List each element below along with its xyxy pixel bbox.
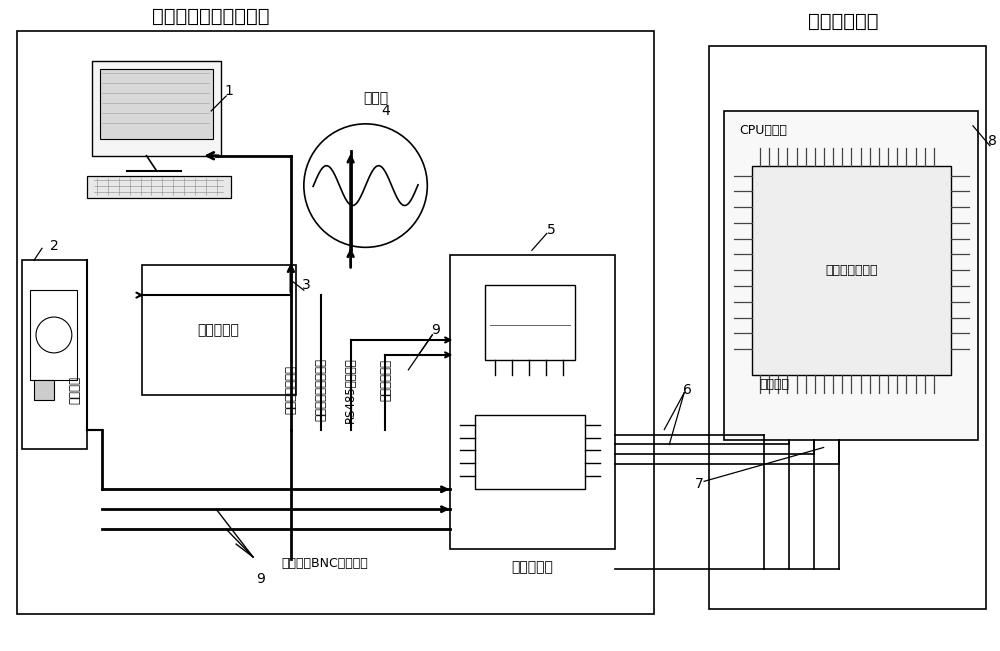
Bar [92, 61, 221, 156]
Text: 数据排线: 数据排线 [759, 378, 789, 391]
Text: 1: 1 [225, 84, 234, 98]
Text: 被测处理器状态信号: 被测处理器状态信号 [314, 358, 327, 421]
Text: 板级供电: 板级供电 [68, 376, 81, 404]
Text: CPU电路板: CPU电路板 [739, 124, 787, 137]
Text: 被测空间处理器: 被测空间处理器 [825, 264, 878, 277]
Text: 6: 6 [683, 383, 692, 396]
Text: 状态指示板: 状态指示板 [197, 323, 239, 337]
Bar [17, 31, 654, 614]
Text: 5: 5 [547, 223, 556, 238]
Text: 3: 3 [301, 278, 310, 292]
Text: 电流监控信号: 电流监控信号 [379, 359, 392, 401]
Bar [752, 166, 951, 375]
Bar [22, 260, 87, 449]
Text: 4: 4 [381, 104, 390, 118]
Bar [34, 380, 54, 400]
Text: 2: 2 [50, 240, 58, 253]
Text: 示波器: 示波器 [363, 91, 388, 105]
Text: RS485电平信号: RS485电平信号 [344, 357, 357, 422]
Text: 中子反应堆内: 中子反应堆内 [808, 12, 879, 31]
Text: 8: 8 [988, 134, 997, 148]
Bar [485, 285, 575, 360]
Bar [30, 290, 77, 380]
Text: 监测控制板: 监测控制板 [511, 560, 553, 574]
Bar [142, 265, 296, 395]
Bar [450, 255, 615, 549]
Bar [724, 111, 978, 439]
Text: 中子反应堆外测试系统: 中子反应堆外测试系统 [152, 7, 270, 26]
Bar [709, 46, 986, 609]
Bar [87, 176, 231, 197]
Text: 9: 9 [431, 323, 440, 337]
Text: 处理器复位信号: 处理器复位信号 [284, 365, 297, 414]
Text: 9: 9 [256, 572, 265, 586]
Bar [100, 69, 213, 139]
Text: 信号通过BNC线缆传送: 信号通过BNC线缆传送 [281, 557, 368, 570]
Bar [475, 415, 585, 490]
Text: 7: 7 [695, 477, 704, 492]
